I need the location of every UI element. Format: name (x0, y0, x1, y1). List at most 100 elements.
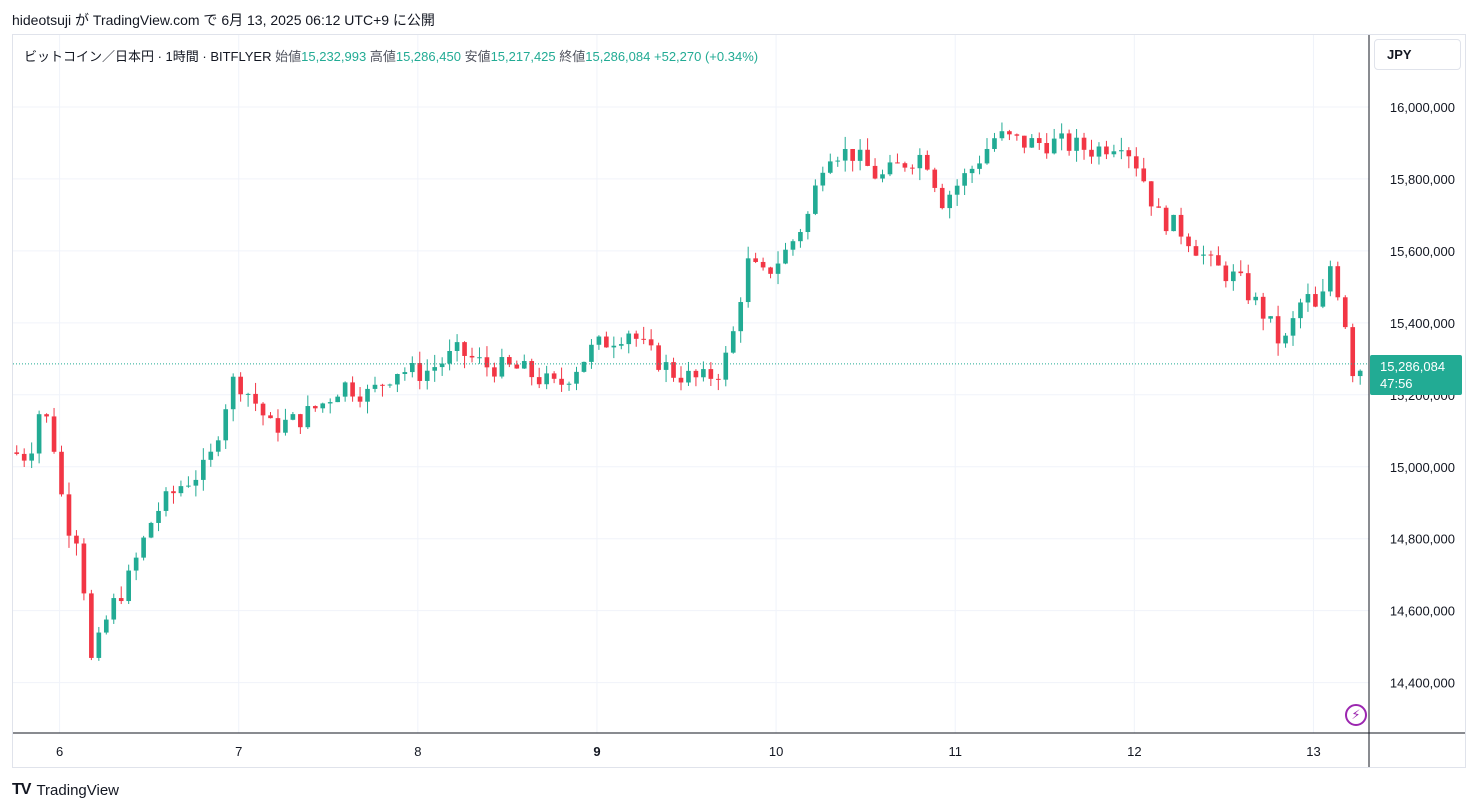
candle-body (417, 363, 423, 381)
candle-body (1208, 254, 1214, 256)
candle-body (342, 382, 348, 397)
candle-body (499, 357, 505, 377)
candle-body (880, 174, 885, 179)
candle-body (208, 451, 214, 460)
candle-body (402, 372, 408, 374)
candle-body (1111, 151, 1117, 155)
candle-body (641, 338, 646, 340)
candle-body (850, 149, 855, 161)
candle-body (1275, 316, 1281, 344)
x-tick-label: 7 (235, 744, 242, 759)
candle-body (708, 369, 714, 379)
candle-body (701, 369, 706, 378)
legend-close-value: 15,286,084 (585, 49, 651, 64)
candle-body (111, 598, 117, 620)
candle-body (260, 403, 266, 416)
x-tick-label: 6 (56, 744, 63, 759)
candle-body (201, 459, 206, 480)
candle-body (148, 522, 154, 538)
candle-body (611, 345, 617, 348)
candle-body (842, 149, 848, 161)
candle-body (178, 486, 184, 494)
legend-low-value: 15,217,425 (490, 49, 556, 64)
tradingview-logo[interactable]: TV TradingView (12, 781, 119, 799)
candle-body (1238, 271, 1244, 274)
candle-body (1007, 131, 1012, 135)
last-price-tag: 15,286,084 47:56 (1370, 355, 1462, 395)
y-tick-label: 16,000,000 (1390, 100, 1455, 115)
candle-body (215, 440, 221, 452)
candle-body (1133, 156, 1139, 169)
currency-label: JPY (1387, 47, 1412, 62)
candle-body (917, 154, 923, 169)
candle-body (768, 267, 773, 274)
candle-body (89, 593, 94, 658)
candle-body (984, 148, 990, 164)
candle-body (193, 479, 199, 486)
share-caption: hideotsuji が TradingView.com で 6月 13, 20… (12, 12, 435, 28)
candlestick-chart[interactable]: 14,400,000 14,600,000 14,800,000 15,000,000… (13, 35, 1465, 767)
candle-body (126, 570, 132, 602)
candle-body (977, 163, 982, 169)
candle-body (1022, 135, 1027, 148)
candle-body (1119, 150, 1124, 152)
candle-body (454, 342, 460, 351)
candle-body (1290, 318, 1296, 336)
candle-body (29, 453, 34, 461)
lightning-icon[interactable]: ⚡ (1345, 704, 1367, 726)
candle-body (365, 388, 370, 402)
candle-body (230, 376, 236, 410)
candle-body (74, 535, 79, 544)
chart-frame[interactable]: 14,400,000 14,600,000 14,800,000 15,000,000… (12, 34, 1466, 768)
candle-body (671, 362, 676, 378)
candle-body (902, 163, 908, 168)
candle-body (66, 494, 72, 536)
candle-body (686, 370, 691, 383)
legend-high-value: 15,286,450 (395, 49, 461, 64)
candle-body (783, 249, 788, 264)
candle-body (1342, 297, 1348, 328)
candle-body (1141, 168, 1147, 182)
candle-body (327, 402, 333, 404)
candle-body (872, 165, 878, 179)
x-tick-label: 12 (1127, 744, 1141, 759)
candle-body (1081, 137, 1087, 150)
candle-body (432, 367, 438, 371)
candle-body (716, 378, 721, 380)
candle-body (447, 350, 452, 364)
x-tick-label: 13 (1306, 744, 1320, 759)
legend-open-label: 始値 (275, 49, 302, 64)
candle-body (760, 261, 766, 268)
candle-body (633, 333, 639, 339)
legend-change: +52,270 (+0.34%) (654, 49, 759, 64)
candle-body (626, 333, 632, 345)
candle-body (596, 336, 602, 345)
candle-body (163, 491, 169, 511)
candle-body (1066, 133, 1072, 151)
currency-button[interactable]: JPY (1374, 39, 1461, 70)
candle-body (462, 342, 467, 356)
candle-body (1245, 273, 1251, 301)
candle-body (939, 187, 945, 209)
y-tick-label: 15,600,000 (1390, 244, 1455, 259)
candle-body (156, 510, 161, 523)
candle-body (372, 384, 378, 389)
candle-body (656, 345, 661, 370)
last-price-value: 15,286,084 (1380, 359, 1446, 374)
candle-body (820, 172, 826, 186)
candle-body (1201, 254, 1206, 256)
tradingview-name: TradingView (36, 781, 119, 799)
candle-body (59, 451, 64, 495)
candle-body (1216, 255, 1221, 266)
candle-body (238, 376, 243, 395)
candle-body (1193, 246, 1199, 256)
ohlc-legend: ビットコイン／日本円 · 1時間 · BITFLYER 始値15,232,993… (24, 46, 758, 65)
candle-body (1096, 146, 1102, 157)
candle-body (439, 363, 445, 368)
candle-body (574, 371, 579, 384)
candle-body (1044, 143, 1050, 154)
candle-body (581, 361, 587, 372)
candle-body (775, 263, 781, 274)
candle-body (424, 370, 430, 381)
candle-body (1059, 133, 1064, 139)
